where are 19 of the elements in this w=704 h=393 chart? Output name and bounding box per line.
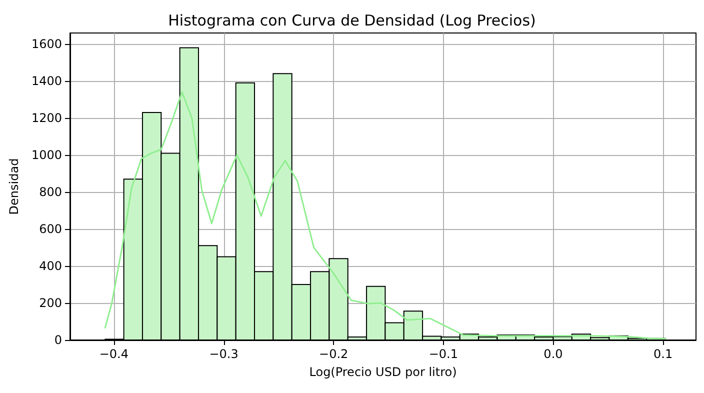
y-tick-label: 1000 (31, 148, 62, 162)
x-tick-label: 0.0 (544, 347, 563, 361)
y-tick-label: 200 (39, 296, 62, 310)
x-tick-label: −0.2 (319, 347, 348, 361)
y-tick-label: 1600 (31, 37, 62, 52)
line-series (104, 91, 666, 340)
y-tick-label: 800 (39, 185, 62, 200)
y-tick-label: 400 (39, 259, 62, 274)
x-tick-label: 0.1 (654, 347, 673, 361)
chart-title: Histograma con Curva de Densidad (Log Precios) (168, 12, 536, 30)
x-axis-title: Log(Precio USD por litro) (309, 365, 457, 379)
y-tick-label: 1200 (31, 111, 62, 126)
y-tick-label: 1400 (31, 74, 62, 88)
y-axis-title: Densidad (7, 158, 21, 215)
x-tick-label: −0.1 (428, 347, 458, 361)
x-tick-label: −0.3 (209, 347, 238, 361)
x-tick-label: −0.4 (99, 347, 128, 361)
y-tick-label: 600 (39, 222, 62, 236)
y-tick-label: 0 (54, 333, 62, 347)
